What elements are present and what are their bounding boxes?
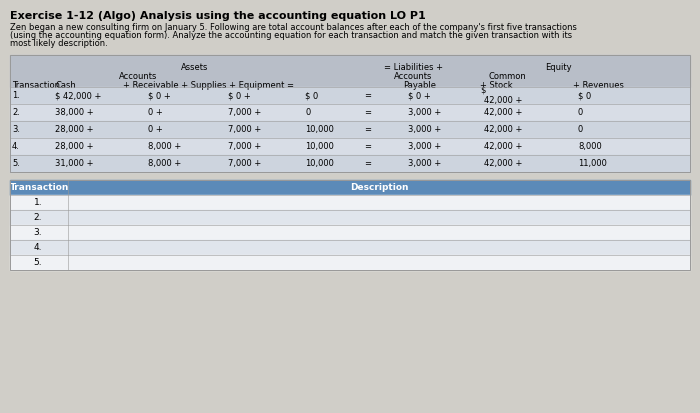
Bar [10,55,690,87]
Text: 38,000 +: 38,000 + [55,108,94,117]
Text: $ 0: $ 0 [305,91,318,100]
Text: 5.: 5. [12,159,20,168]
Bar [10,180,690,270]
Text: $: $ [480,86,485,95]
Text: =: = [365,125,372,134]
Text: Assets: Assets [181,63,209,72]
Text: 42,000 +: 42,000 + [484,142,522,151]
Bar [10,121,690,138]
Text: Transaction: Transaction [10,183,70,192]
Text: 0: 0 [578,125,583,134]
Text: Payable: Payable [403,81,436,90]
Text: 10,000: 10,000 [305,142,334,151]
Text: 10,000: 10,000 [305,159,334,168]
Text: 0: 0 [578,108,583,117]
Bar [10,255,690,270]
Text: 1.: 1. [12,91,20,100]
Text: 0 +: 0 + [148,125,162,134]
Text: Cash: Cash [55,81,76,90]
Text: $ 42,000 +: $ 42,000 + [55,91,102,100]
Text: 7,000 +: 7,000 + [228,108,261,117]
Text: 8,000: 8,000 [578,142,602,151]
Bar [10,138,690,155]
Bar [10,240,690,255]
Text: 4.: 4. [34,243,42,252]
Text: = Liabilities +: = Liabilities + [384,63,442,72]
Bar [10,155,690,172]
Text: 0 +: 0 + [148,108,162,117]
Text: 10,000: 10,000 [305,125,334,134]
Text: 1.: 1. [34,198,42,207]
Text: 42,000 +: 42,000 + [484,108,522,117]
Text: 31,000 +: 31,000 + [55,159,94,168]
Text: Zen began a new consulting firm on January 5. Following are total account balanc: Zen began a new consulting firm on Janua… [10,23,577,32]
Text: 8,000 +: 8,000 + [148,142,181,151]
Text: 42,000 +: 42,000 + [484,159,522,168]
Text: 3,000 +: 3,000 + [408,142,441,151]
Text: $ 0 +: $ 0 + [148,91,171,100]
Text: 3,000 +: 3,000 + [408,159,441,168]
Text: $ 0 +: $ 0 + [228,91,251,100]
Text: 3.: 3. [12,125,20,134]
Text: most likely description.: most likely description. [10,39,108,48]
Text: + Revenues: + Revenues [573,81,624,90]
Bar [10,55,690,172]
Text: 11,000: 11,000 [578,159,607,168]
Bar [10,55,690,172]
Text: 2.: 2. [34,213,42,222]
Text: Accounts: Accounts [394,72,432,81]
Text: 4.: 4. [12,142,20,151]
Text: 42,000 +: 42,000 + [484,125,522,134]
Text: 0: 0 [305,108,310,117]
Text: Common: Common [488,72,526,81]
Text: 42,000 +: 42,000 + [484,96,522,105]
Bar [10,180,690,195]
Text: + Receivable + Supplies + Equipment =: + Receivable + Supplies + Equipment = [123,81,294,90]
Text: $ 0 +: $ 0 + [408,91,430,100]
Text: (using the accounting equation form). Analyze the accounting equation for each t: (using the accounting equation form). An… [10,31,572,40]
Bar [10,195,690,210]
Text: =: = [365,108,372,117]
Text: 3,000 +: 3,000 + [408,108,441,117]
Text: =: = [365,159,372,168]
Text: 28,000 +: 28,000 + [55,125,94,134]
Text: Description: Description [350,183,408,192]
Text: =: = [365,142,372,151]
Text: Equity: Equity [545,63,571,72]
Text: 7,000 +: 7,000 + [228,125,261,134]
Text: $ 0: $ 0 [578,91,592,100]
Text: 3,000 +: 3,000 + [408,125,441,134]
Bar [10,210,690,225]
Text: 2.: 2. [12,108,20,117]
Bar [10,87,690,104]
Text: 28,000 +: 28,000 + [55,142,94,151]
Text: 7,000 +: 7,000 + [228,142,261,151]
Text: Accounts: Accounts [119,72,158,81]
Text: Exercise 1-12 (Algo) Analysis using the accounting equation LO P1: Exercise 1-12 (Algo) Analysis using the … [10,11,426,21]
Text: 8,000 +: 8,000 + [148,159,181,168]
Text: 3.: 3. [34,228,42,237]
Bar [10,225,690,240]
Text: 7,000 +: 7,000 + [228,159,261,168]
Text: =: = [365,91,372,100]
Bar [10,104,690,121]
Text: + Stock: + Stock [480,81,512,90]
Text: 5.: 5. [34,258,42,267]
Text: Transaction: Transaction [12,81,60,90]
